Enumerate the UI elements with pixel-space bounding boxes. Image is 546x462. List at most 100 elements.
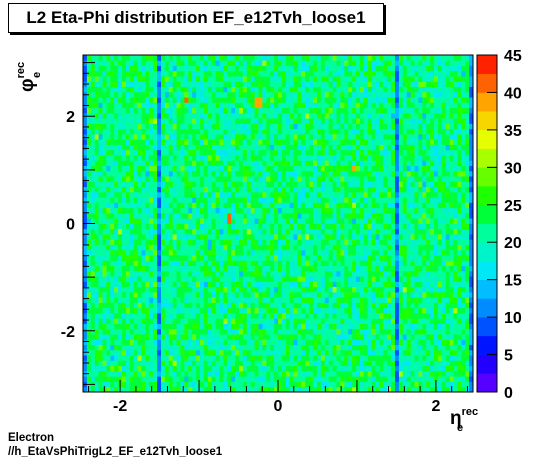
heatmap-cell [285, 123, 291, 130]
heatmap-cell [227, 313, 232, 319]
heatmap-cell [141, 239, 146, 245]
heatmap-cell [254, 218, 259, 224]
heatmap-cell [242, 107, 248, 114]
heatmap-cell [231, 149, 236, 156]
heatmap-cell [184, 197, 189, 203]
heatmap-cell [320, 234, 326, 240]
heatmap-cell [102, 176, 107, 182]
heatmap-cell [219, 297, 224, 303]
heatmap-cell [363, 344, 369, 351]
heatmap-cell [168, 318, 174, 324]
heatmap-cell [375, 323, 380, 330]
heatmap-cell [164, 270, 170, 277]
heatmap-cell [246, 155, 252, 161]
heatmap-cell [83, 249, 88, 256]
heatmap-cell [227, 65, 232, 72]
heatmap-cell [129, 344, 135, 351]
heatmap-cell [161, 102, 166, 109]
heatmap-cell [254, 307, 259, 314]
heatmap-cell [317, 244, 322, 251]
heatmap-cell [336, 365, 341, 372]
heatmap-cell [254, 255, 259, 261]
heatmap-cell [83, 307, 88, 314]
heatmap-cell [352, 70, 357, 77]
heatmap-cell [133, 260, 138, 267]
heatmap-cell [153, 386, 158, 393]
heatmap-cell [270, 91, 275, 98]
heatmap-cell [168, 86, 174, 93]
heatmap-cell [274, 207, 279, 214]
heatmap-cell [86, 307, 92, 314]
heatmap-cell [133, 286, 138, 293]
heatmap-cell [313, 186, 318, 193]
heatmap-cell [207, 281, 213, 288]
heatmap-cell [141, 128, 146, 135]
heatmap-cell [90, 186, 96, 193]
heatmap-cell [86, 176, 92, 182]
heatmap-cell [348, 270, 353, 277]
heatmap-cell [356, 76, 361, 82]
heatmap-cell [227, 376, 232, 382]
heatmap-cell [363, 123, 369, 130]
heatmap-cell [305, 334, 310, 340]
heatmap-cell [203, 318, 209, 324]
heatmap-cell [266, 339, 271, 346]
heatmap-cell [231, 197, 236, 203]
heatmap-cell [324, 76, 330, 82]
heatmap-cell [317, 149, 322, 156]
heatmap-cell [83, 176, 88, 182]
heatmap-cell [231, 334, 236, 340]
heatmap-cell [242, 165, 248, 172]
heatmap-cell [141, 339, 146, 346]
heatmap-cell [313, 60, 318, 66]
heatmap-cell [129, 97, 135, 103]
heatmap-cell [266, 365, 271, 372]
heatmap-cell [348, 307, 353, 314]
heatmap-cell [180, 181, 185, 188]
heatmap-cell [161, 281, 166, 288]
heatmap-cell [235, 281, 240, 288]
heatmap-cell [137, 155, 142, 161]
heatmap-cell [383, 297, 388, 303]
heatmap-cell [340, 244, 345, 251]
heatmap-cell [250, 334, 255, 340]
heatmap-cell [383, 249, 388, 256]
heatmap-cell [317, 297, 322, 303]
heatmap-cell [188, 223, 193, 230]
heatmap-cell [122, 255, 127, 261]
heatmap-cell [332, 313, 337, 319]
heatmap-cell [340, 323, 345, 330]
heatmap-cell [94, 144, 99, 151]
heatmap-cell [145, 370, 150, 377]
heatmap-cell [141, 197, 146, 203]
heatmap-cell [352, 165, 357, 172]
heatmap-cell [367, 360, 372, 367]
heatmap-cell [258, 60, 263, 66]
heatmap-cell [200, 65, 205, 72]
heatmap-cell [110, 323, 115, 330]
heatmap-cell [285, 239, 291, 245]
heatmap-cell [133, 160, 138, 166]
heatmap-cell [359, 239, 365, 245]
heatmap-cell [215, 339, 220, 346]
heatmap-cell [359, 55, 365, 61]
heatmap-cell [94, 81, 99, 87]
heatmap-cell [125, 318, 131, 324]
heatmap-cell [94, 313, 99, 319]
heatmap-cell [266, 176, 271, 182]
heatmap-cell [207, 181, 213, 188]
heatmap-cell [332, 334, 337, 340]
heatmap-cell [340, 318, 345, 324]
heatmap-cell [106, 97, 111, 103]
heatmap-cell [250, 344, 255, 351]
heatmap-cell [379, 60, 384, 66]
heatmap-cell [110, 139, 115, 145]
heatmap-cell [309, 160, 314, 166]
heatmap-cell [320, 302, 326, 309]
heatmap-cell [235, 202, 240, 209]
heatmap-cell [340, 260, 345, 267]
heatmap-cell [270, 328, 275, 335]
heatmap-cell [317, 344, 322, 351]
heatmap-cell [164, 160, 170, 166]
heatmap-cell [219, 223, 224, 230]
